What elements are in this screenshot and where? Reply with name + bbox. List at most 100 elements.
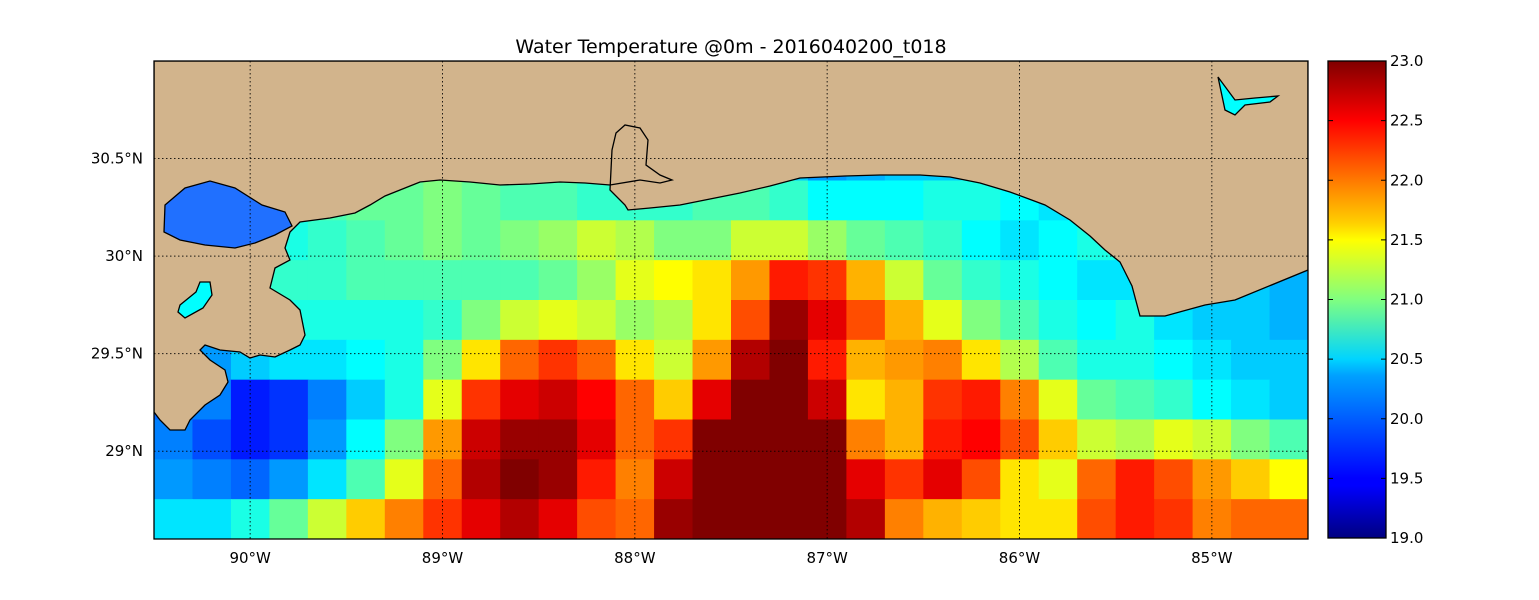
heatmap-cell	[1231, 459, 1271, 500]
heatmap-cell	[461, 419, 501, 460]
heatmap-cell	[500, 180, 540, 221]
heatmap-cell	[192, 499, 232, 539]
heatmap-cell	[769, 379, 809, 421]
heatmap-cell	[346, 459, 386, 500]
heatmap-cell	[538, 220, 578, 261]
heatmap-cell	[961, 220, 1001, 261]
heatmap-cell	[384, 300, 424, 341]
heatmap-cell	[538, 339, 578, 381]
heatmap-cell	[923, 499, 963, 539]
heatmap-cell	[346, 339, 386, 381]
heatmap-cell	[769, 260, 809, 301]
heatmap-cell	[846, 459, 886, 500]
heatmap-cell	[654, 459, 694, 500]
heatmap-cell	[654, 499, 694, 539]
heatmap-cell	[692, 339, 732, 381]
heatmap-cell	[384, 419, 424, 460]
heatmap-cell	[461, 260, 501, 301]
x-tick-label: 89°W	[422, 549, 464, 567]
heatmap-cell	[692, 260, 732, 301]
heatmap-cell	[461, 339, 501, 381]
heatmap-cell	[500, 499, 540, 539]
heatmap-cell	[961, 260, 1001, 301]
heatmap-cell	[654, 300, 694, 341]
heatmap-cell	[538, 260, 578, 301]
heatmap-cell	[884, 419, 924, 460]
heatmap-cell	[384, 499, 424, 539]
y-tick-label: 30.5°N	[91, 150, 143, 168]
heatmap-cell	[731, 379, 771, 421]
heatmap-cell	[884, 260, 924, 301]
heatmap-cell	[1115, 379, 1155, 421]
heatmap-cell	[1038, 220, 1078, 261]
heatmap-cell	[692, 459, 732, 500]
colorbar-tick-label: 22.5	[1390, 112, 1423, 130]
heatmap-cell	[807, 180, 847, 221]
heatmap-cell	[769, 459, 809, 500]
heatmap-cell	[577, 459, 617, 500]
heatmap-cell	[269, 419, 309, 460]
x-tick-labels: 90°W 89°W 88°W 87°W 86°W 85°W	[229, 549, 1232, 567]
heatmap-cell	[384, 459, 424, 500]
heatmap-cell	[1231, 499, 1271, 539]
heatmap-cell	[692, 220, 732, 261]
heatmap-cell	[1115, 419, 1155, 460]
heatmap-cell	[577, 419, 617, 460]
heatmap-cell	[1038, 300, 1078, 341]
colorbar-tick-label: 21.0	[1390, 291, 1423, 309]
heatmap-cell	[577, 379, 617, 421]
heatmap-cell	[731, 300, 771, 341]
heatmap-cell	[769, 300, 809, 341]
heatmap-cell	[731, 499, 771, 539]
colorbar-tick-label: 20.0	[1390, 410, 1423, 428]
heatmap-cell	[154, 499, 194, 539]
heatmap-cell	[846, 260, 886, 301]
heatmap-cell	[538, 499, 578, 539]
heatmap-cell	[692, 300, 732, 341]
heatmap-cell	[846, 180, 886, 221]
heatmap-cell	[1077, 260, 1117, 301]
heatmap-cell	[346, 419, 386, 460]
heatmap-cell	[769, 180, 809, 221]
heatmap-cell	[1154, 339, 1194, 381]
colorbar-tick-label: 20.5	[1390, 350, 1423, 368]
y-tick-label: 30°N	[105, 247, 143, 265]
map-area: 90°W 89°W 88°W 87°W 86°W 85°W 30.5°N 30°N 29.5°…	[91, 60, 1309, 567]
heatmap-cell	[1077, 379, 1117, 421]
heatmap-cell	[1077, 339, 1117, 381]
heatmap-cell	[307, 419, 347, 460]
heatmap-cell	[923, 220, 963, 261]
heatmap-cell	[461, 459, 501, 500]
heatmap-cell	[1077, 300, 1117, 341]
heatmap-cell	[538, 180, 578, 221]
colorbar-gradient	[1327, 60, 1387, 539]
heatmap-cell	[461, 379, 501, 421]
colorbar-tick-label: 19.5	[1390, 469, 1423, 487]
heatmap-cell	[692, 419, 732, 460]
heatmap-cell	[307, 379, 347, 421]
heatmap-cell	[538, 300, 578, 341]
heatmap-cell	[1077, 459, 1117, 500]
lake-small-west	[177, 281, 213, 319]
heatmap-cell	[538, 459, 578, 500]
x-tick-label: 87°W	[806, 549, 848, 567]
heatmap-cell	[846, 220, 886, 261]
heatmap-cell	[692, 379, 732, 421]
heatmap-cell	[384, 260, 424, 301]
heatmap-cell	[1269, 419, 1308, 460]
heatmap-cell	[884, 300, 924, 341]
heatmap-cell	[1154, 419, 1194, 460]
x-tick-label: 85°W	[1191, 549, 1233, 567]
heatmap-cell	[538, 419, 578, 460]
heatmap-cell	[500, 339, 540, 381]
heatmap-cell	[1115, 339, 1155, 381]
x-tick-label: 88°W	[614, 549, 656, 567]
heatmap-cell	[884, 459, 924, 500]
heatmap-cell	[577, 339, 617, 381]
heatmap-cell	[884, 180, 924, 221]
y-tick-label: 29°N	[105, 442, 143, 460]
heatmap-cell	[961, 379, 1001, 421]
heatmap-cell	[307, 459, 347, 500]
heatmap-cell	[884, 339, 924, 381]
x-tick-label: 90°W	[229, 549, 271, 567]
